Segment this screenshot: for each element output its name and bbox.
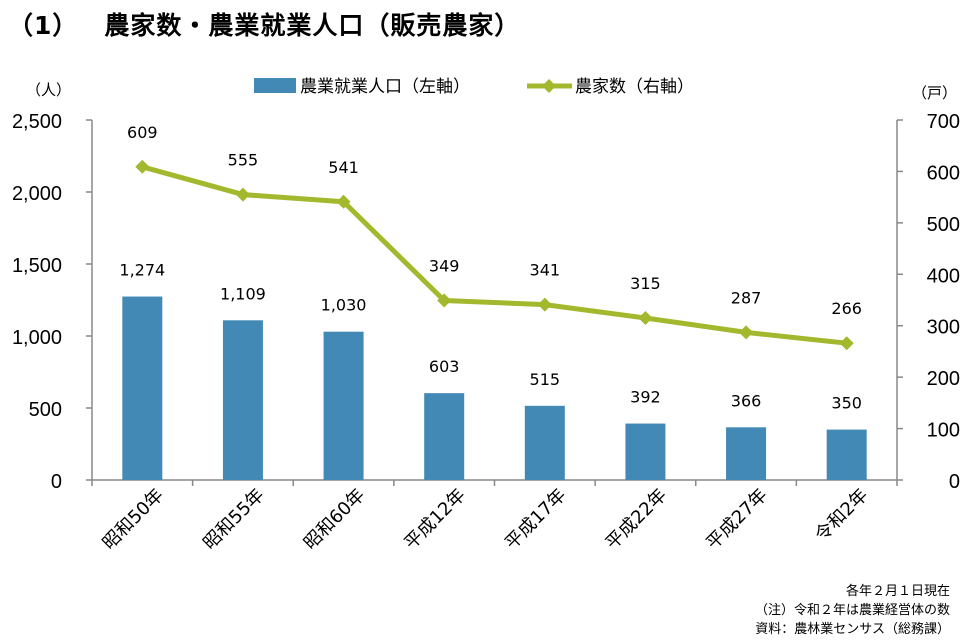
category-label: 平成27年: [702, 485, 771, 554]
line-data-label: 541: [328, 158, 359, 177]
bar: [323, 331, 364, 480]
bar-data-label: 1,109: [220, 284, 266, 303]
line-marker: [537, 297, 552, 312]
category-label: 令和2年: [811, 485, 872, 546]
right-tick-label: 500: [927, 214, 960, 236]
note-source: 資料：農林業センサス（総務課）: [755, 622, 950, 637]
bar-data-label: 603: [429, 357, 460, 376]
line-data-label: 349: [429, 257, 460, 276]
bar: [826, 429, 867, 480]
note-date: 各年２月１日現在: [845, 584, 950, 599]
right-tick-label: 200: [927, 368, 960, 390]
line-marker: [135, 159, 150, 174]
right-tick-label: 700: [927, 111, 960, 133]
line-data-label: 609: [127, 123, 158, 142]
bar: [222, 320, 263, 480]
bar-data-label: 392: [630, 388, 661, 407]
line-marker: [235, 187, 250, 202]
line-marker: [437, 293, 452, 308]
category-label: 平成12年: [400, 485, 469, 554]
right-tick-label: 400: [927, 265, 960, 287]
bar: [726, 427, 767, 480]
category-label: 平成17年: [501, 485, 570, 554]
bar: [625, 423, 666, 480]
left-tick-label: 0: [51, 471, 62, 493]
category-label: 昭和55年: [199, 485, 268, 554]
right-tick-label: 100: [927, 420, 960, 442]
category-label: 昭和50年: [99, 485, 168, 554]
page-title: （1） 農家数・農業就業人口（販売農家）: [8, 11, 521, 40]
left-tick-label: 2,500: [12, 111, 62, 133]
left-axis-unit: （人）: [26, 81, 71, 99]
right-tick-label: 0: [949, 471, 960, 493]
note-remark: （注）令和２年は農業経営体の数: [754, 603, 950, 618]
line-marker: [839, 336, 854, 351]
line-marker: [336, 194, 351, 209]
left-tick-label: 500: [29, 399, 62, 421]
line-data-label: 287: [731, 288, 762, 307]
legend-line-marker: [542, 79, 556, 93]
bar-data-label: 366: [731, 391, 762, 410]
bar-data-label: 515: [530, 370, 561, 389]
category-label: 昭和60年: [300, 485, 369, 554]
legend-line-label: 農家数（右軸）: [575, 77, 694, 97]
bar: [122, 296, 163, 480]
bar: [424, 393, 465, 480]
left-tick-label: 1,000: [12, 327, 62, 349]
right-tick-label: 600: [927, 162, 960, 184]
bar-data-label: 1,030: [321, 296, 367, 315]
line-marker: [638, 311, 653, 325]
category-label: 平成22年: [602, 485, 671, 554]
bar-data-label: 350: [831, 394, 862, 413]
line-data-label: 266: [831, 299, 862, 318]
line-marker: [739, 325, 754, 340]
bar: [524, 405, 565, 480]
chart-notes: 各年２月１日現在 （注）令和２年は農業経営体の数 資料：農林業センサス（総務課）: [755, 582, 950, 639]
legend-bar-swatch: [254, 78, 296, 93]
line-series: [141, 164, 847, 346]
left-tick-label: 1,500: [12, 255, 62, 277]
legend-bar-label: 農業就業人口（左軸）: [300, 77, 470, 97]
line-data-label: 341: [530, 261, 561, 280]
right-tick-label: 300: [927, 317, 960, 339]
line-data-label: 315: [630, 274, 661, 293]
bar-data-label: 1,274: [119, 261, 165, 280]
left-tick-label: 2,000: [12, 183, 62, 205]
line-data-label: 555: [228, 151, 259, 170]
right-axis-unit: （戸）: [912, 84, 957, 102]
